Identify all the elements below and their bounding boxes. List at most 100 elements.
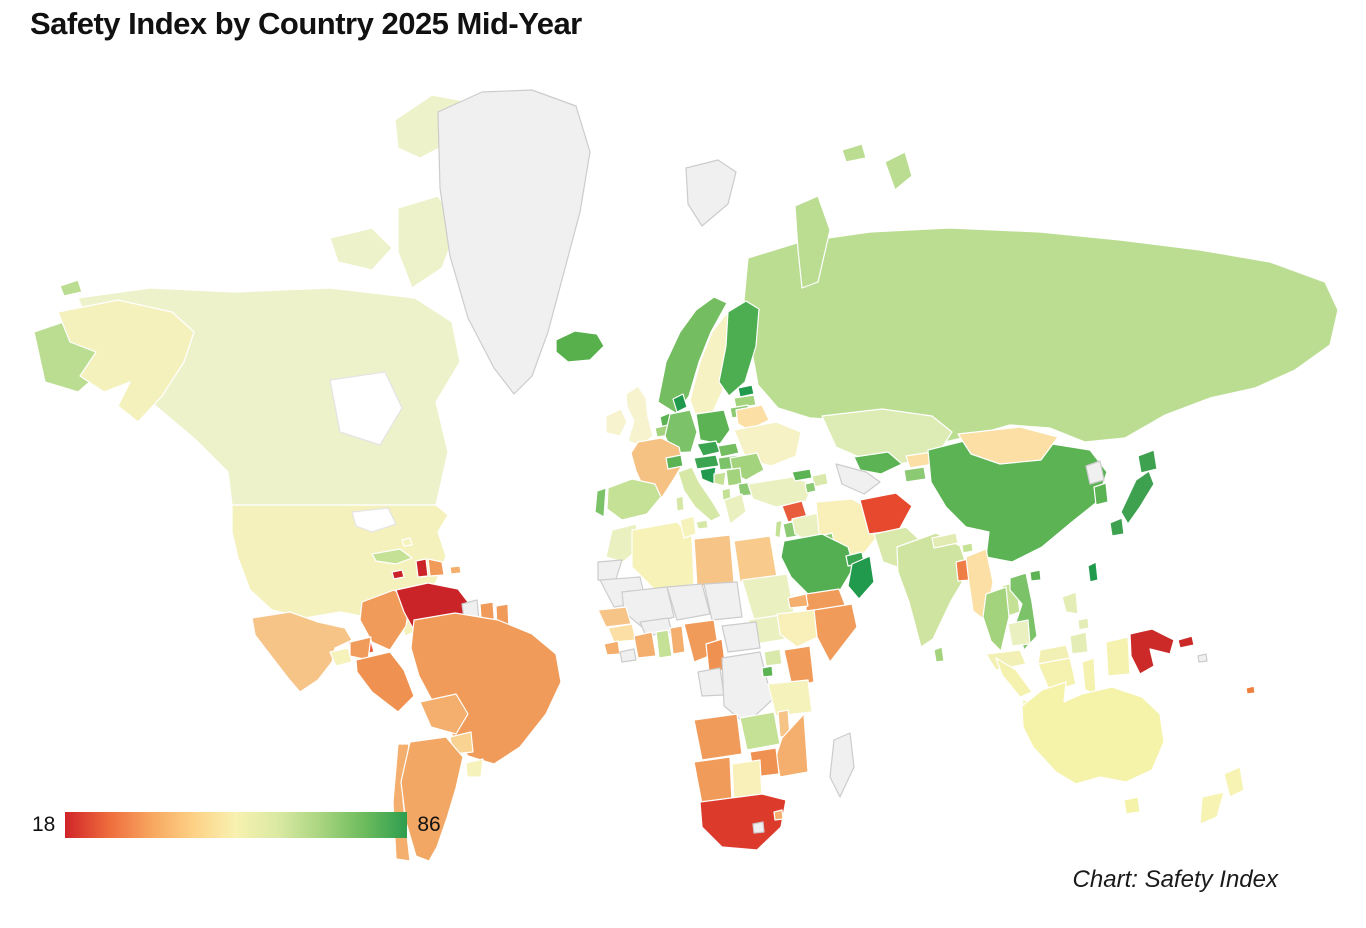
country-algeria <box>631 521 695 593</box>
country-spain <box>606 478 662 521</box>
country-japan-kyushu <box>1109 517 1125 537</box>
country-peru <box>355 651 415 713</box>
country-new-zealand-north <box>1223 766 1245 798</box>
country-sri-lanka <box>933 646 945 663</box>
country-australia <box>1021 681 1165 785</box>
country-jamaica <box>391 569 405 580</box>
country-finland <box>718 300 760 397</box>
country-russia-wrangel <box>59 279 83 297</box>
country-uzbekistan <box>853 451 903 475</box>
country-svalbard <box>685 159 737 227</box>
country-guinea <box>607 623 637 643</box>
country-israel <box>774 519 783 539</box>
country-senegal <box>597 606 632 628</box>
country-puerto-rico <box>449 565 462 575</box>
country-china <box>927 436 1108 563</box>
country-germany <box>664 409 698 454</box>
country-armenia <box>804 481 817 494</box>
country-libya <box>693 534 735 588</box>
legend: 18 86 <box>32 812 441 838</box>
country-indonesia-kalimantan <box>1037 657 1077 693</box>
country-oman <box>847 555 875 600</box>
country-turkey <box>747 476 814 508</box>
country-north-korea <box>1085 460 1105 485</box>
country-south-korea <box>1093 482 1109 506</box>
country-taiwan <box>1087 561 1099 583</box>
country-philippines-mindanao <box>1069 631 1089 655</box>
country-rwanda <box>761 665 774 678</box>
country-italy-sardinia <box>675 495 685 512</box>
country-angola <box>693 713 743 761</box>
country-russia-severnaya <box>884 151 913 191</box>
country-afghanistan <box>859 492 913 535</box>
country-namibia <box>693 756 733 805</box>
country-eswatini <box>773 809 784 821</box>
country-png-new-britain <box>1177 635 1195 649</box>
country-congo-gabon <box>697 667 725 697</box>
country-tanzania <box>767 679 813 717</box>
country-philippines-visayas <box>1077 617 1090 631</box>
country-egypt <box>733 535 778 583</box>
country-nepal <box>931 532 959 549</box>
country-eritrea <box>787 593 809 609</box>
country-georgia <box>791 468 813 482</box>
country-italy-sicily <box>695 519 709 530</box>
country-car <box>721 621 761 653</box>
legend-max-label: 86 <box>417 813 441 836</box>
chart-caption: Chart: Safety Index <box>1072 866 1278 893</box>
country-russia-arctic-isles <box>841 143 867 163</box>
country-denmark <box>672 393 688 413</box>
country-philippines-luzon <box>1061 591 1079 615</box>
country-sierra-leone <box>603 640 621 656</box>
country-russia-novaya-zemlya <box>794 195 831 289</box>
country-switzerland <box>665 454 684 470</box>
country-japan-honshu <box>1120 470 1155 525</box>
country-portugal <box>594 487 607 518</box>
country-drc <box>721 651 773 725</box>
country-canada-victoria-island <box>329 227 393 271</box>
country-argentina <box>400 736 464 862</box>
country-vietnam <box>1009 572 1038 651</box>
country-south-africa <box>699 793 787 851</box>
country-japan-hokkaido <box>1137 449 1158 474</box>
country-chad <box>703 581 743 621</box>
country-slovakia <box>717 442 740 458</box>
country-indonesia-sulawesi <box>1081 657 1097 695</box>
country-somalia <box>813 603 858 663</box>
country-cambodia <box>1007 619 1031 647</box>
country-zambia <box>739 711 781 751</box>
map-countries <box>33 89 1339 862</box>
country-tunisia <box>679 515 697 539</box>
country-kenya <box>783 645 815 688</box>
country-lesotho <box>752 821 765 834</box>
country-bahamas <box>401 537 413 547</box>
country-guatemala <box>329 647 353 667</box>
country-mongolia <box>957 426 1059 465</box>
country-tajikistan <box>903 466 927 483</box>
country-papua-new-guinea <box>1129 628 1175 675</box>
country-turkmenistan <box>835 463 881 495</box>
country-ireland <box>605 408 628 437</box>
country-usa-alaska <box>57 299 195 423</box>
legend-gradient <box>65 812 408 838</box>
country-thailand <box>982 586 1010 652</box>
country-indonesia-sumatra <box>995 657 1033 698</box>
country-indonesia-west-papua <box>1105 636 1131 677</box>
country-solomon-islands <box>1197 653 1208 663</box>
country-bosnia <box>713 471 727 487</box>
country-bhutan <box>961 542 974 554</box>
country-liberia <box>619 648 637 663</box>
country-czechia <box>696 440 721 457</box>
country-haiti <box>415 558 429 578</box>
hudson-bay <box>329 371 403 446</box>
country-cote-divoire <box>633 631 657 659</box>
country-ethiopia <box>776 609 825 648</box>
country-united-kingdom <box>625 385 654 447</box>
country-estonia <box>737 384 755 398</box>
country-greece <box>723 493 747 525</box>
country-fiji <box>1245 685 1256 695</box>
country-ghana <box>655 629 673 659</box>
country-madagascar <box>829 732 855 798</box>
country-china-hainan <box>1029 569 1042 582</box>
